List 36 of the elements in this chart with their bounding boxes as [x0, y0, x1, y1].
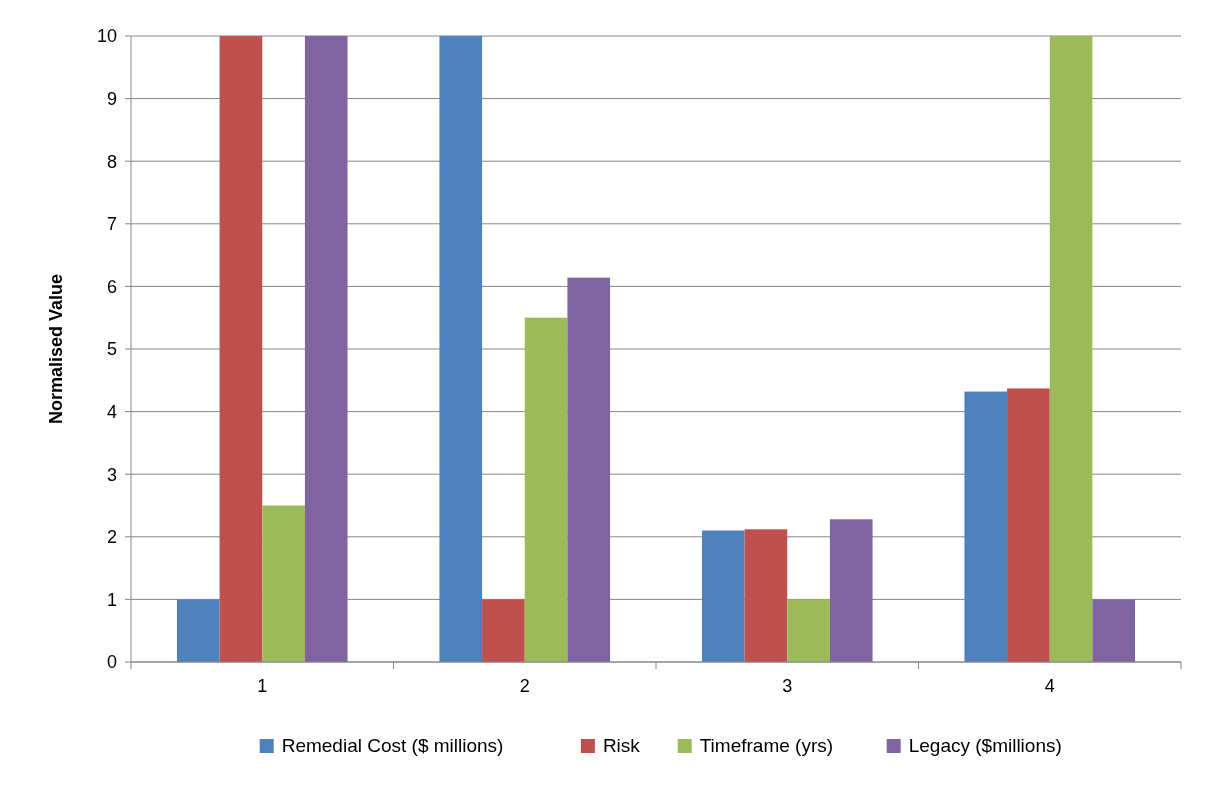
bar	[1049, 36, 1093, 662]
y-tick-label: 0	[106, 652, 117, 673]
y-tick-label: 3	[106, 464, 117, 485]
y-tick-label: 4	[106, 401, 117, 422]
y-tick-label: 9	[106, 88, 117, 109]
bar	[829, 519, 873, 662]
bar	[482, 599, 525, 662]
bar	[439, 36, 483, 662]
bar	[176, 599, 220, 662]
x-tick-label: 1	[257, 676, 268, 696]
legend-label: Timeframe (yrs)	[699, 735, 834, 756]
bar	[701, 530, 745, 662]
x-tick-label: 3	[782, 676, 793, 696]
bar	[744, 529, 788, 662]
bar	[219, 36, 263, 662]
bar	[787, 599, 830, 662]
y-tick-label: 2	[106, 527, 117, 548]
bar	[262, 505, 305, 662]
bar	[567, 277, 611, 662]
bar	[1007, 388, 1050, 662]
y-tick-label: 5	[106, 339, 117, 360]
legend-label: Legacy ($millions)	[908, 735, 1062, 756]
bar	[304, 36, 348, 662]
y-tick-label: 8	[106, 151, 117, 172]
y-tick-label: 10	[96, 26, 117, 47]
x-tick-label: 4	[1044, 676, 1055, 696]
y-tick-label: 1	[106, 589, 117, 610]
legend-label: Remedial Cost ($ millions)	[281, 735, 504, 756]
legend-label: Risk	[602, 735, 641, 756]
bar	[964, 391, 1008, 662]
y-axis-title: Normalised Value	[46, 273, 66, 425]
bar	[1092, 599, 1136, 662]
bar	[524, 317, 568, 662]
x-tick-label: 2	[519, 676, 530, 696]
y-tick-label: 6	[106, 276, 117, 297]
y-tick-label: 7	[106, 214, 117, 235]
